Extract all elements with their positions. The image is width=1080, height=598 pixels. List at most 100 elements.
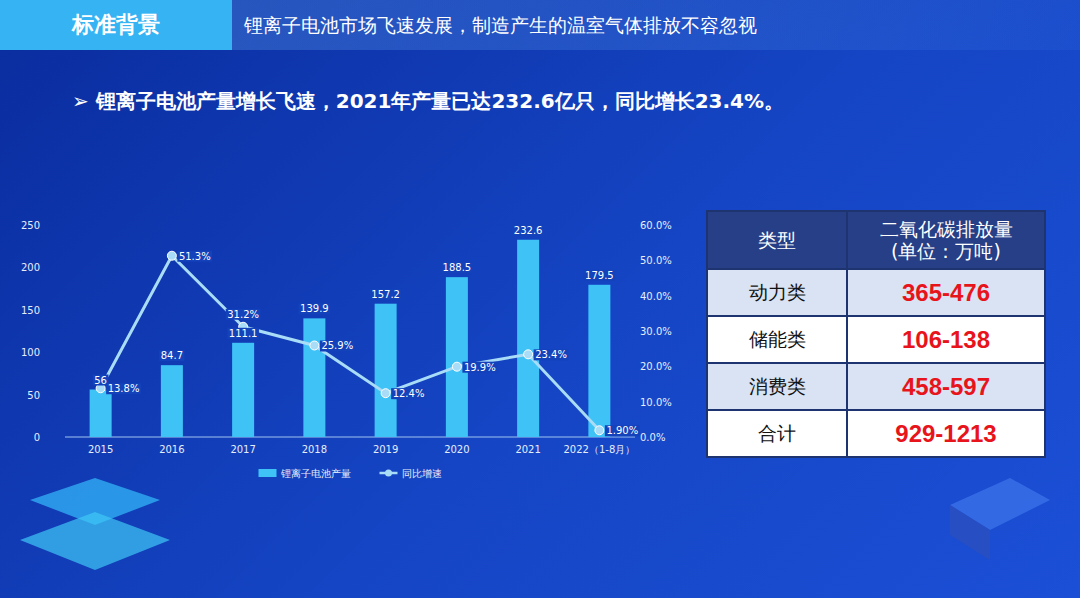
table-row: 储能类106-138 — [707, 316, 1045, 363]
y-tick-label: 0 — [34, 432, 40, 443]
x-tick-label: 2021 — [515, 444, 540, 455]
data-label: 31.2% — [227, 309, 259, 320]
column-head-line: 二氧化碳排放量 — [848, 218, 1044, 240]
legend-label: 锂离子电池产量 — [280, 468, 351, 479]
data-label: 19.9% — [464, 362, 496, 373]
data-labels: 56 84.7 111.1 139.9 157.2 188.5 232.6 179.5 13.8… — [93, 225, 640, 437]
bar — [232, 343, 254, 437]
y2-tick-label: 40.0% — [640, 291, 672, 302]
table-row: 合计929-1213 — [707, 410, 1045, 457]
label-patch — [226, 309, 261, 320]
legend-swatch — [259, 469, 277, 477]
label-patch — [227, 328, 259, 339]
y-tick-label: 50 — [27, 390, 40, 401]
row-value: 929-1213 — [847, 410, 1045, 457]
row-value: 458-597 — [847, 363, 1045, 410]
x-tick-label: 2017 — [230, 444, 255, 455]
data-label: 139.9 — [300, 303, 329, 314]
data-label: 51.3% — [179, 251, 211, 262]
data-label: 56 — [94, 375, 107, 386]
x-axis-line — [65, 437, 635, 438]
label-patch — [584, 270, 616, 281]
data-label: 232.6 — [514, 225, 543, 236]
label-patch — [462, 362, 497, 373]
column-head: 二氧化碳排放量(单位：万吨) — [847, 211, 1045, 269]
data-label: 188.5 — [443, 262, 472, 273]
row-value: 106-138 — [847, 316, 1045, 363]
row-label: 消费类 — [707, 363, 847, 410]
label-patch — [320, 340, 355, 351]
x-tick-label: 2020 — [444, 444, 469, 455]
plot-marks — [90, 240, 611, 437]
data-label: 1.90% — [606, 425, 638, 436]
bar — [303, 318, 325, 437]
data-label: 13.8% — [108, 383, 140, 394]
legend: 锂离子电池产量 同比增速 — [259, 468, 442, 479]
line — [101, 256, 600, 431]
x-tick-label: 2019 — [373, 444, 398, 455]
data-label: 157.2 — [371, 289, 400, 300]
label-patch — [441, 262, 473, 273]
label-patch — [605, 425, 640, 436]
line-marker — [310, 341, 319, 350]
header-title: 锂离子电池市场飞速发展，制造产生的温室气体排放不容忽视 — [244, 0, 757, 50]
x-tick-label: 2015 — [88, 444, 113, 455]
bar — [588, 285, 610, 437]
y-tick-label: 150 — [21, 305, 40, 316]
bar — [446, 277, 468, 437]
label-patch — [177, 251, 212, 262]
bar — [90, 390, 112, 437]
data-label: 111.1 — [229, 328, 258, 339]
data-label: 12.4% — [393, 388, 425, 399]
decoration — [20, 512, 170, 570]
bar — [375, 304, 397, 437]
legend-label: 同比增速 — [402, 468, 442, 479]
data-label: 84.7 — [161, 350, 183, 361]
x-tick-label: 2016 — [159, 444, 184, 455]
column-head: 类型 — [707, 211, 847, 269]
label-patch — [159, 350, 184, 361]
y2-tick-label: 50.0% — [640, 255, 672, 266]
table-header: 类型二氧化碳排放量(单位：万吨) — [707, 211, 1045, 269]
table-row: 动力类365-476 — [707, 269, 1045, 316]
emission-table: 类型二氧化碳排放量(单位：万吨)动力类365-476储能类106-138消费类4… — [706, 210, 1046, 458]
bar — [517, 240, 539, 437]
y-tick-label: 100 — [21, 347, 40, 358]
label-patch — [299, 303, 331, 314]
y2-tick-label: 10.0% — [640, 397, 672, 408]
label-patch — [512, 225, 544, 236]
row-label: 储能类 — [707, 316, 847, 363]
legend-swatch — [385, 470, 392, 477]
table-row: 消费类458-597 — [707, 363, 1045, 410]
y2-tick-label: 60.0% — [640, 220, 672, 231]
x-tick-label: 2022（1-8月） — [563, 444, 635, 455]
slide: 标准背景锂离子电池市场飞速发展，制造产生的温室气体排放不容忽视 ➢ 锂离子电池产量… — [0, 0, 1080, 598]
bar — [161, 365, 183, 437]
row-label: 动力类 — [707, 269, 847, 316]
label-patch — [106, 383, 141, 394]
line-marker — [167, 251, 176, 260]
x-tick-label: 2018 — [302, 444, 327, 455]
legend-item: 同比增速 — [380, 468, 442, 479]
y-tick-label: 200 — [21, 262, 40, 273]
column-head-line: (单位：万吨) — [848, 240, 1044, 262]
line-marker — [595, 426, 604, 435]
data-label: 25.9% — [321, 340, 353, 351]
y-tick-label: 250 — [21, 220, 40, 231]
y2-tick-label: 30.0% — [640, 326, 672, 337]
label-patch — [370, 289, 402, 300]
data-label: 179.5 — [585, 270, 614, 281]
legend-item: 锂离子电池产量 — [259, 468, 351, 479]
label-patch — [534, 349, 569, 360]
decoration — [950, 505, 990, 560]
data-label: 23.4% — [535, 349, 567, 360]
label-patch — [391, 388, 426, 399]
bullet-text: ➢ 锂离子电池产量增长飞速，2021年产量已达232.6亿只，同比增长23.4%… — [72, 88, 784, 115]
line-marker — [381, 389, 390, 398]
line-marker — [524, 350, 533, 359]
y2-tick-label: 0.0% — [640, 432, 665, 443]
row-label: 合计 — [707, 410, 847, 457]
section-label: 标准背景 — [0, 0, 232, 50]
row-value: 365-476 — [847, 269, 1045, 316]
line-marker — [452, 362, 461, 371]
